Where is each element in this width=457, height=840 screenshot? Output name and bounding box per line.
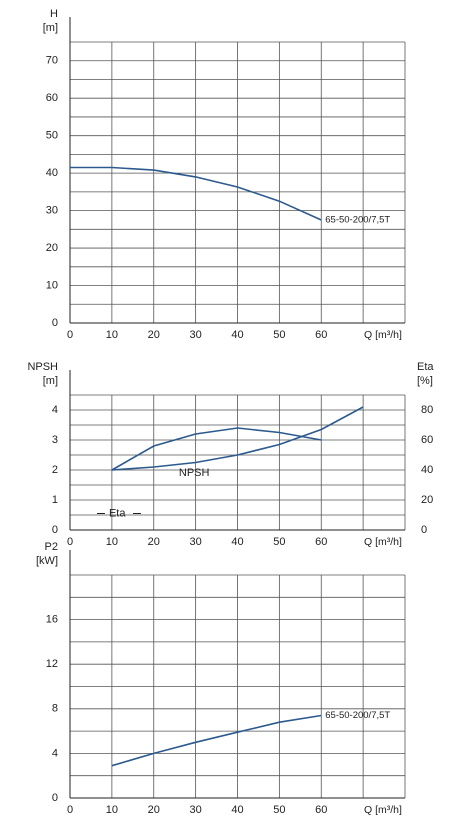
- series-line: [111, 714, 322, 767]
- x-tick-label: 60: [315, 329, 327, 341]
- series-line: [111, 427, 322, 471]
- y-tick-label: 4: [52, 404, 58, 416]
- x-tick-label: 60: [315, 536, 327, 548]
- y2-tick-label: 60: [421, 434, 433, 446]
- y2-axis-unit: [%]: [417, 375, 433, 387]
- series-line: [70, 166, 322, 221]
- x-tick-label: 50: [273, 536, 285, 548]
- x-tick-label: 10: [106, 804, 118, 816]
- y2-axis-title: Eta: [417, 361, 434, 373]
- x-tick-label: 0: [67, 804, 73, 816]
- x-tick-label: 30: [190, 536, 202, 548]
- y-tick-label: 2: [52, 464, 58, 476]
- y-tick-label: 8: [52, 703, 58, 715]
- y2-tick-label: 40: [421, 464, 433, 476]
- x-tick-label: 0: [67, 329, 73, 341]
- y-tick-label: 20: [46, 242, 58, 254]
- x-tick-label: 40: [231, 536, 243, 548]
- y-tick-label: 3: [52, 434, 58, 446]
- y-axis-title: H: [50, 8, 58, 20]
- y-tick-label: 0: [52, 317, 58, 329]
- y-tick-label: 4: [52, 747, 58, 759]
- x-tick-label: 30: [190, 329, 202, 341]
- x-tick-label: 0: [67, 536, 73, 548]
- series-label: 65-50-200/7,5T: [325, 710, 390, 721]
- x-tick-label: 40: [231, 804, 243, 816]
- x-axis-title: Q [m³/h]: [364, 329, 402, 341]
- series-label: Eta: [109, 507, 126, 519]
- y2-tick-label: 20: [421, 494, 433, 506]
- y-axis-unit: [kW]: [36, 555, 58, 567]
- x-tick-label: 30: [190, 804, 202, 816]
- x-tick-label: 10: [106, 536, 118, 548]
- x-tick-label: 20: [148, 536, 160, 548]
- y-tick-label: 1: [52, 494, 58, 506]
- x-axis-title: Q [m³/h]: [364, 536, 402, 548]
- series-line: [111, 406, 364, 471]
- y-axis-title: P2: [45, 541, 58, 553]
- y-tick-label: 16: [46, 614, 58, 626]
- x-tick-label: 10: [106, 329, 118, 341]
- x-tick-label: 20: [148, 329, 160, 341]
- y-tick-label: 30: [46, 205, 58, 217]
- y-tick-label: 70: [46, 55, 58, 67]
- y2-tick-label: 0: [421, 524, 427, 536]
- x-tick-label: 20: [148, 804, 160, 816]
- y-tick-label: 50: [46, 130, 58, 142]
- y-tick-label: 40: [46, 167, 58, 179]
- y2-tick-label: 80: [421, 404, 433, 416]
- x-tick-label: 60: [315, 804, 327, 816]
- series-label: NPSH: [179, 467, 210, 479]
- y-axis-title: NPSH: [27, 361, 58, 373]
- x-axis-title: Q [m³/h]: [364, 804, 402, 816]
- y-tick-label: 60: [46, 92, 58, 104]
- x-tick-label: 40: [231, 329, 243, 341]
- x-tick-label: 50: [273, 804, 285, 816]
- y-tick-label: 0: [52, 792, 58, 804]
- series-label: 65-50-200/7,5T: [325, 214, 390, 225]
- y-tick-label: 10: [46, 279, 58, 291]
- y-axis-unit: [m]: [43, 375, 58, 387]
- y-tick-label: 0: [52, 524, 58, 536]
- x-tick-label: 50: [273, 329, 285, 341]
- y-axis-unit: [m]: [43, 22, 58, 34]
- y-tick-label: 12: [46, 658, 58, 670]
